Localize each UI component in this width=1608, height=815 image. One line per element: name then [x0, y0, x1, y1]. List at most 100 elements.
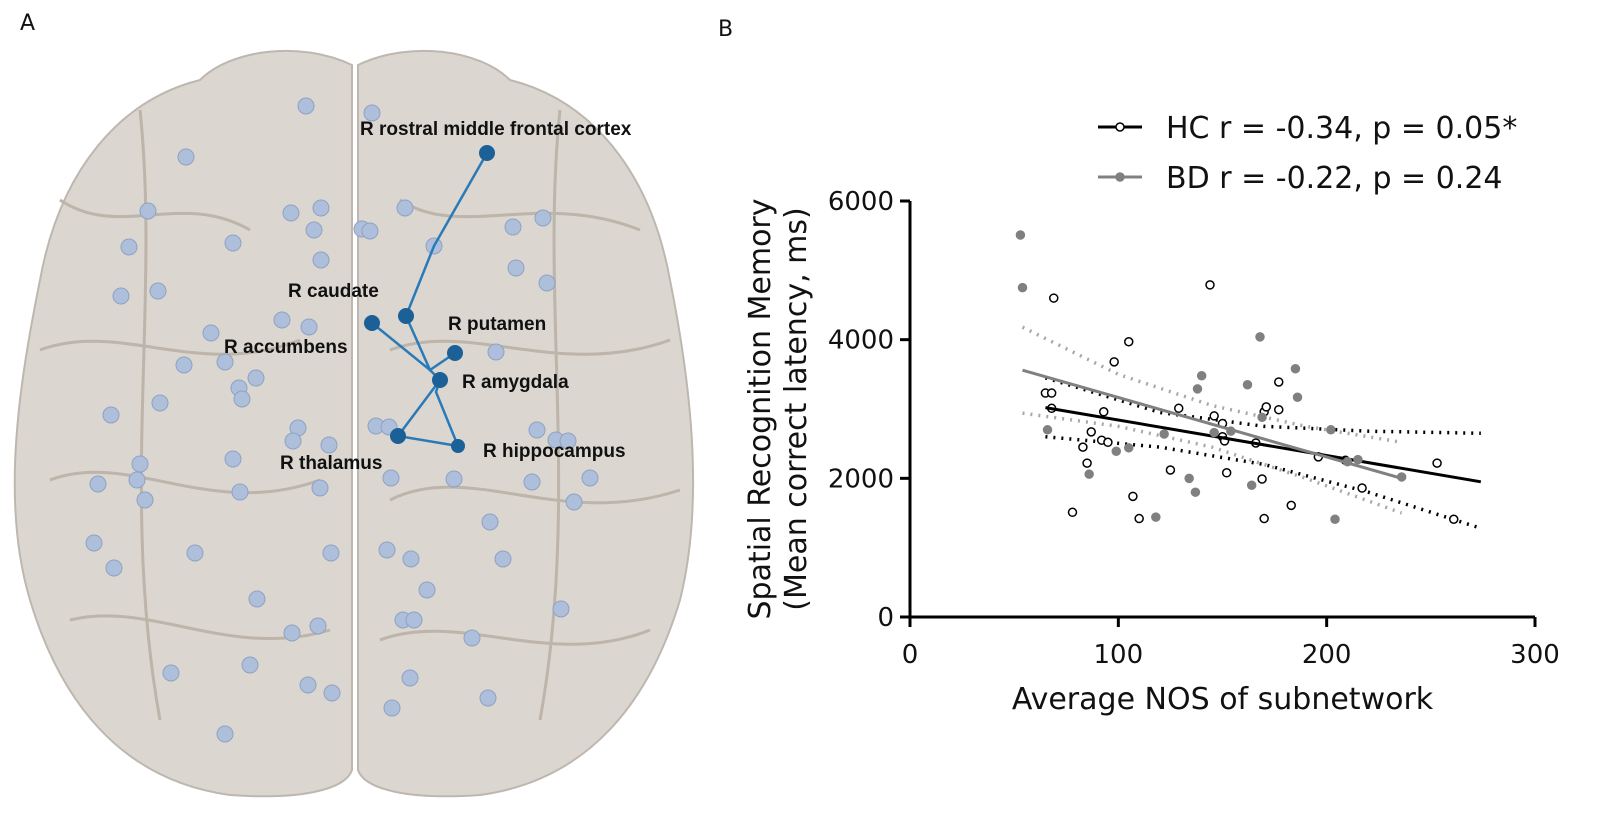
- region-label: R caudate: [288, 281, 379, 302]
- brain-node: [559, 432, 577, 450]
- brain-node: [149, 282, 167, 300]
- brain-node: [299, 676, 317, 694]
- confidence-band: [1044, 376, 1481, 436]
- confidence-band: [1022, 411, 1403, 515]
- brain-node: [396, 199, 414, 217]
- brain-node: [216, 353, 234, 371]
- brain-node: [224, 234, 242, 252]
- data-point: [1134, 513, 1144, 524]
- data-point: [1209, 411, 1219, 421]
- brain-node: [202, 324, 220, 342]
- data-point: [1159, 429, 1169, 439]
- hub-nodes: [364, 145, 495, 453]
- brain-node: [300, 318, 318, 336]
- brain-node: [248, 590, 266, 608]
- brain-node: [139, 202, 157, 220]
- region-label: R rostral middle frontal cortex: [360, 119, 632, 140]
- data-point: [1128, 491, 1138, 502]
- brain-node: [282, 204, 300, 222]
- brain-node: [131, 455, 149, 473]
- data-point: [1209, 427, 1219, 438]
- brain-node: [528, 421, 546, 439]
- x-tick-label: 300: [1510, 640, 1560, 670]
- x-tick-label: 0: [902, 640, 919, 670]
- fit-line: [1045, 406, 1482, 484]
- data-point: [1151, 512, 1161, 522]
- brain-node: [507, 259, 525, 277]
- brain-node: [311, 479, 329, 497]
- data-point: [1015, 230, 1026, 240]
- panel-label: A: [20, 11, 35, 36]
- brain-node: [320, 436, 338, 454]
- brain-node: [162, 664, 180, 682]
- legend-label: BD r = -0.22, p = 0.24: [1166, 161, 1503, 196]
- brain-node: [378, 541, 396, 559]
- x-tick-label: 100: [1094, 640, 1144, 670]
- brain-node: [312, 199, 330, 217]
- brain-node: [273, 311, 291, 329]
- y-tick-label: 4000: [828, 326, 894, 356]
- brain-node: [494, 550, 512, 568]
- brain-node: [247, 369, 265, 387]
- y-tick-label: 0: [877, 603, 894, 633]
- data-point: [1326, 425, 1336, 435]
- data-point: [1103, 437, 1113, 448]
- y-tick-label: 6000: [828, 187, 894, 217]
- left-hemisphere: [13, 49, 353, 798]
- y-tick-label: 2000: [828, 464, 894, 494]
- legend-label: HC r = -0.34, p = 0.05*: [1166, 111, 1517, 146]
- brain-node: [323, 684, 341, 702]
- brain-node: [552, 600, 570, 618]
- brain-node: [89, 475, 107, 493]
- data-point: [1242, 379, 1253, 390]
- brain-node: [312, 251, 330, 269]
- brain-node: [361, 222, 379, 240]
- brain-node: [487, 343, 505, 361]
- brain-node: [363, 104, 381, 122]
- brain-node: [479, 689, 497, 707]
- y-axis-label: Spatial Recognition Memory: [743, 198, 778, 619]
- fit-line: [1022, 368, 1403, 480]
- data-point: [1257, 474, 1267, 484]
- data-point: [1192, 384, 1203, 394]
- brain-node: [224, 450, 242, 468]
- brain-node: [177, 148, 195, 166]
- data-point: [1205, 280, 1215, 290]
- data-point: [1184, 473, 1194, 484]
- brain-node: [297, 97, 315, 115]
- brain-node: [85, 534, 103, 552]
- data-point: [1109, 357, 1119, 367]
- x-tick-label: 200: [1302, 640, 1352, 670]
- brain-node: [186, 544, 204, 562]
- data-point: [1165, 465, 1176, 475]
- nodes: [85, 97, 599, 743]
- data-point: [1124, 443, 1134, 453]
- brain-node: [102, 406, 120, 424]
- data-point: [1274, 377, 1284, 387]
- data-point: [1084, 469, 1094, 479]
- brain-node: [382, 469, 400, 487]
- data-point: [1078, 442, 1088, 452]
- brain-node: [105, 559, 123, 577]
- data-point: [1086, 427, 1096, 437]
- data-point: [1017, 282, 1028, 293]
- data-point: [1246, 480, 1257, 491]
- brain-node: [233, 390, 251, 408]
- brain-node: [284, 432, 302, 450]
- brain-node: [112, 287, 130, 305]
- brain-node: [120, 238, 138, 256]
- brain-node: [383, 699, 401, 717]
- brain-node: [504, 218, 522, 236]
- brain-node: [418, 581, 436, 599]
- data-point: [1432, 458, 1442, 468]
- brain-node: [309, 617, 327, 635]
- data-point: [1274, 404, 1284, 415]
- data-point: [1082, 458, 1092, 468]
- brain-node: [402, 550, 420, 568]
- brain-node: [565, 493, 583, 511]
- brain-node: [523, 473, 541, 491]
- brain-node: [322, 544, 340, 562]
- brain-node: [463, 629, 481, 647]
- data-point: [1292, 392, 1303, 402]
